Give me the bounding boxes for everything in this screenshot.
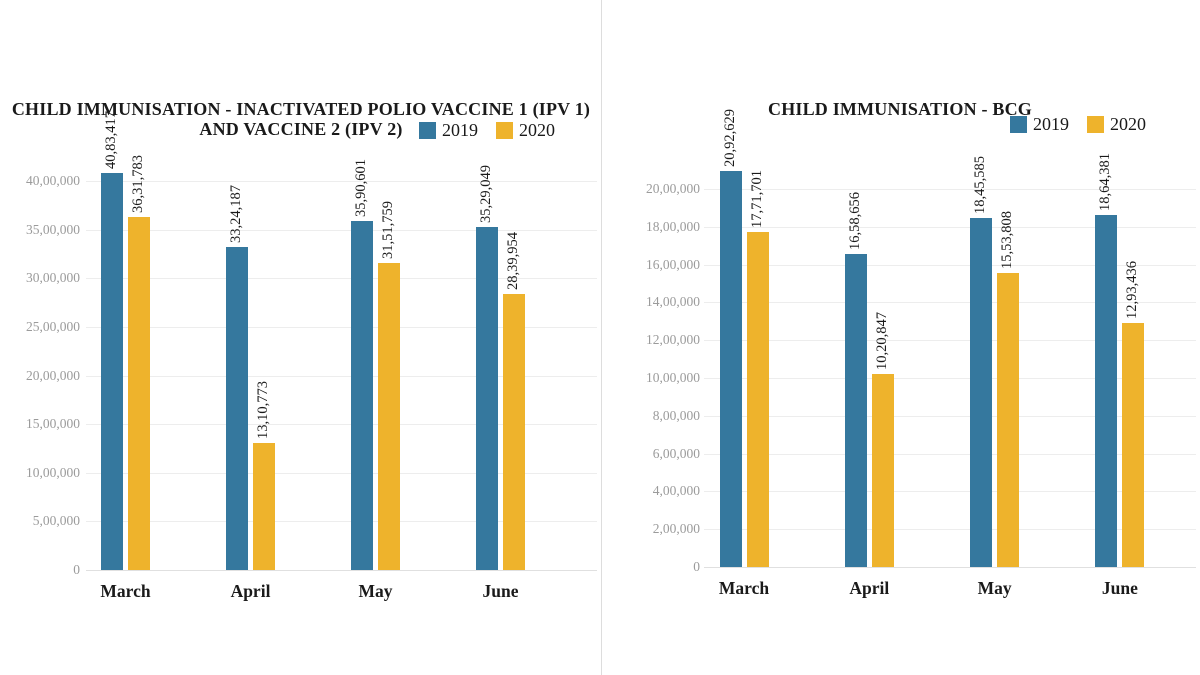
bar-value-label: 20,92,629 xyxy=(721,109,738,167)
bar-value-label: 10,20,847 xyxy=(873,312,890,370)
y-axis-tick-label: 30,00,000 xyxy=(26,270,80,286)
bar-2019-april xyxy=(226,247,248,570)
gridline xyxy=(704,226,1196,228)
bar-2020-june xyxy=(503,294,525,570)
gridline xyxy=(704,415,1196,417)
gridline xyxy=(86,278,597,280)
y-axis-tick-label: 35,00,000 xyxy=(26,221,80,237)
gridline xyxy=(86,424,597,426)
legend-ipv: 2019 2020 xyxy=(419,120,555,141)
bar-2019-may xyxy=(351,221,373,570)
y-axis-tick-label: 25,00,000 xyxy=(26,318,80,334)
y-axis-tick-label: 8,00,000 xyxy=(652,407,700,423)
panel-divider xyxy=(601,0,602,675)
bar-value-label: 18,45,585 xyxy=(972,156,989,214)
y-axis-tick-label: 10,00,000 xyxy=(26,464,80,480)
y-axis-tick-label: 40,00,000 xyxy=(26,173,80,188)
bar-2020-march xyxy=(746,232,769,567)
y-axis-tick-label: 2,00,000 xyxy=(652,521,700,537)
legend-swatch-2019 xyxy=(1010,116,1027,133)
legend-item-2019: 2019 xyxy=(419,120,478,141)
bar-value-label: 18,64,381 xyxy=(1097,153,1114,211)
legend-item-2020: 2020 xyxy=(496,120,555,141)
legend-item-2020: 2020 xyxy=(1087,114,1146,135)
legend-swatch-2019 xyxy=(419,122,436,139)
legend-swatch-2020 xyxy=(496,122,513,139)
chart-title-line: CHILD IMMUNISATION - INACTIVATED POLIO V… xyxy=(11,98,591,119)
legend-label-2019: 2019 xyxy=(442,120,478,140)
bar-2020-may xyxy=(378,263,400,570)
bar-2020-june xyxy=(1122,323,1145,567)
bar-2020-april xyxy=(871,374,894,567)
gridline xyxy=(704,378,1196,379)
y-axis-tick-label: 15,00,000 xyxy=(26,416,80,432)
x-axis-label-march: March xyxy=(100,581,151,601)
x-axis-label-june: June xyxy=(482,581,519,601)
y-axis-tick-label: 20,00,000 xyxy=(646,181,700,196)
x-axis-label-june: June xyxy=(1101,578,1138,598)
bar-value-label: 15,53,808 xyxy=(999,211,1016,269)
legend-label-2019: 2019 xyxy=(1033,114,1069,134)
bar-2019-march xyxy=(719,171,742,567)
gridline xyxy=(86,181,597,182)
y-axis-tick-label: 20,00,000 xyxy=(26,367,80,383)
bar-value-label: 17,71,701 xyxy=(748,170,765,228)
legend-bcg: 2019 2020 xyxy=(1010,114,1146,135)
y-axis-tick-label: 4,00,000 xyxy=(652,483,700,499)
x-axis-label-may: May xyxy=(358,581,393,601)
bar-2019-june xyxy=(1095,215,1118,567)
gridline xyxy=(86,521,597,523)
y-axis-tick-label: 0 xyxy=(693,559,700,574)
gridline xyxy=(86,375,597,377)
y-axis-tick-label: 10,00,000 xyxy=(646,370,700,385)
y-axis-tick-label: 5,00,000 xyxy=(32,513,80,529)
bar-value-label: 12,93,436 xyxy=(1124,261,1141,319)
bar-2020-april xyxy=(253,443,275,570)
chart-title-bcg: CHILD IMMUNISATION - BCG xyxy=(602,99,1198,119)
gridline xyxy=(704,264,1196,266)
bar-2020-march xyxy=(128,217,150,570)
gridline xyxy=(704,340,1196,342)
bar-2019-june xyxy=(476,227,498,570)
y-axis-tick-label: 18,00,000 xyxy=(646,218,700,234)
legend-swatch-2020 xyxy=(1087,116,1104,133)
bar-2020-may xyxy=(997,273,1020,567)
gridline xyxy=(704,189,1196,190)
gridline xyxy=(704,302,1196,304)
x-axis-label-april: April xyxy=(849,578,890,598)
legend-item-2019: 2019 xyxy=(1010,114,1069,135)
bar-value-label: 16,58,656 xyxy=(846,192,863,250)
y-axis-tick-label: 12,00,000 xyxy=(646,332,700,348)
gridline xyxy=(86,570,597,571)
gridline xyxy=(86,326,597,328)
chart-title-line: AND VACCINE 2 (IPV 2) xyxy=(199,118,403,139)
gridline xyxy=(704,453,1196,455)
chart-title-line: CHILD IMMUNISATION - BCG xyxy=(768,98,1032,119)
gridline xyxy=(704,491,1196,493)
y-axis-tick-label: 14,00,000 xyxy=(646,294,700,310)
x-axis-label-may: May xyxy=(977,578,1012,598)
x-axis-label-april: April xyxy=(230,581,271,601)
gridline xyxy=(86,472,597,474)
bar-2019-march xyxy=(101,173,123,570)
x-axis-label-march: March xyxy=(718,578,770,598)
bar-2019-april xyxy=(844,254,867,567)
gridline xyxy=(86,229,597,231)
y-axis-tick-label: 16,00,000 xyxy=(646,256,700,272)
gridline xyxy=(704,529,1196,531)
legend-label-2020: 2020 xyxy=(519,120,555,140)
gridline xyxy=(704,567,1196,568)
bar-2019-may xyxy=(970,218,993,567)
y-axis-tick-label: 0 xyxy=(73,562,80,577)
chart-title-ipv: CHILD IMMUNISATION - INACTIVATED POLIO V… xyxy=(0,99,602,139)
legend-label-2020: 2020 xyxy=(1110,114,1146,134)
y-axis-tick-label: 6,00,000 xyxy=(652,445,700,461)
